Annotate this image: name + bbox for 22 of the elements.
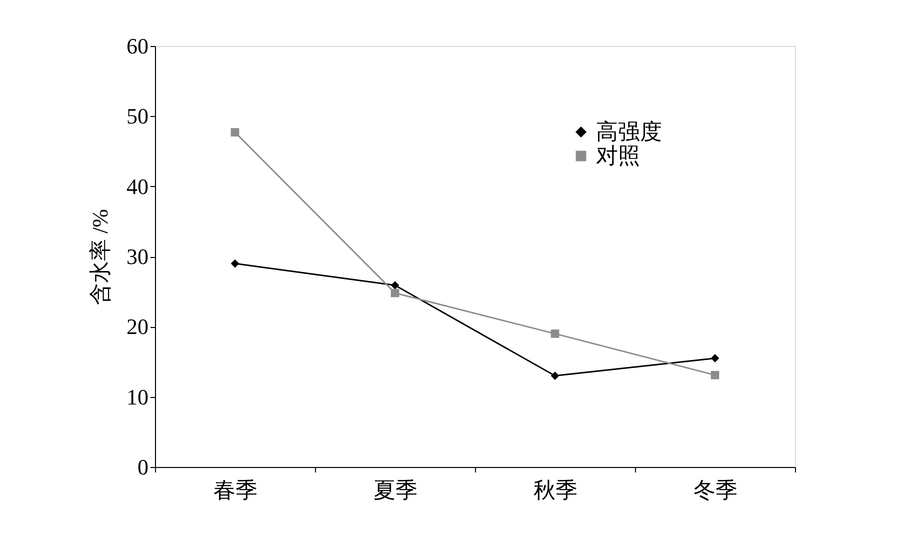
point — [710, 370, 720, 380]
y-axis-title: 含水率 /% — [88, 209, 112, 305]
point — [710, 354, 720, 362]
point — [230, 128, 240, 136]
point — [390, 288, 400, 298]
point — [230, 259, 240, 268]
point — [550, 330, 560, 338]
x-tick-label: 冬季 — [694, 478, 738, 502]
x-tick-label: 春季 — [214, 478, 258, 502]
y-tick-label: 50 — [126, 104, 148, 129]
x-tick-label: 夏季 — [374, 478, 418, 502]
y-tick-label: 0 — [138, 454, 148, 480]
legend-label: 对照 — [596, 143, 640, 168]
y-tick-label: 60 — [126, 34, 148, 58]
y-tick-label: 30 — [126, 244, 148, 269]
x-tick-label: 秋季 — [534, 478, 578, 502]
y-tick-label: 10 — [126, 384, 148, 410]
point — [550, 372, 560, 380]
y-tick-label: 40 — [126, 174, 148, 199]
point — [390, 281, 400, 290]
legend-label: 高强度 — [596, 119, 662, 144]
y-tick-label: 20 — [126, 314, 148, 340]
